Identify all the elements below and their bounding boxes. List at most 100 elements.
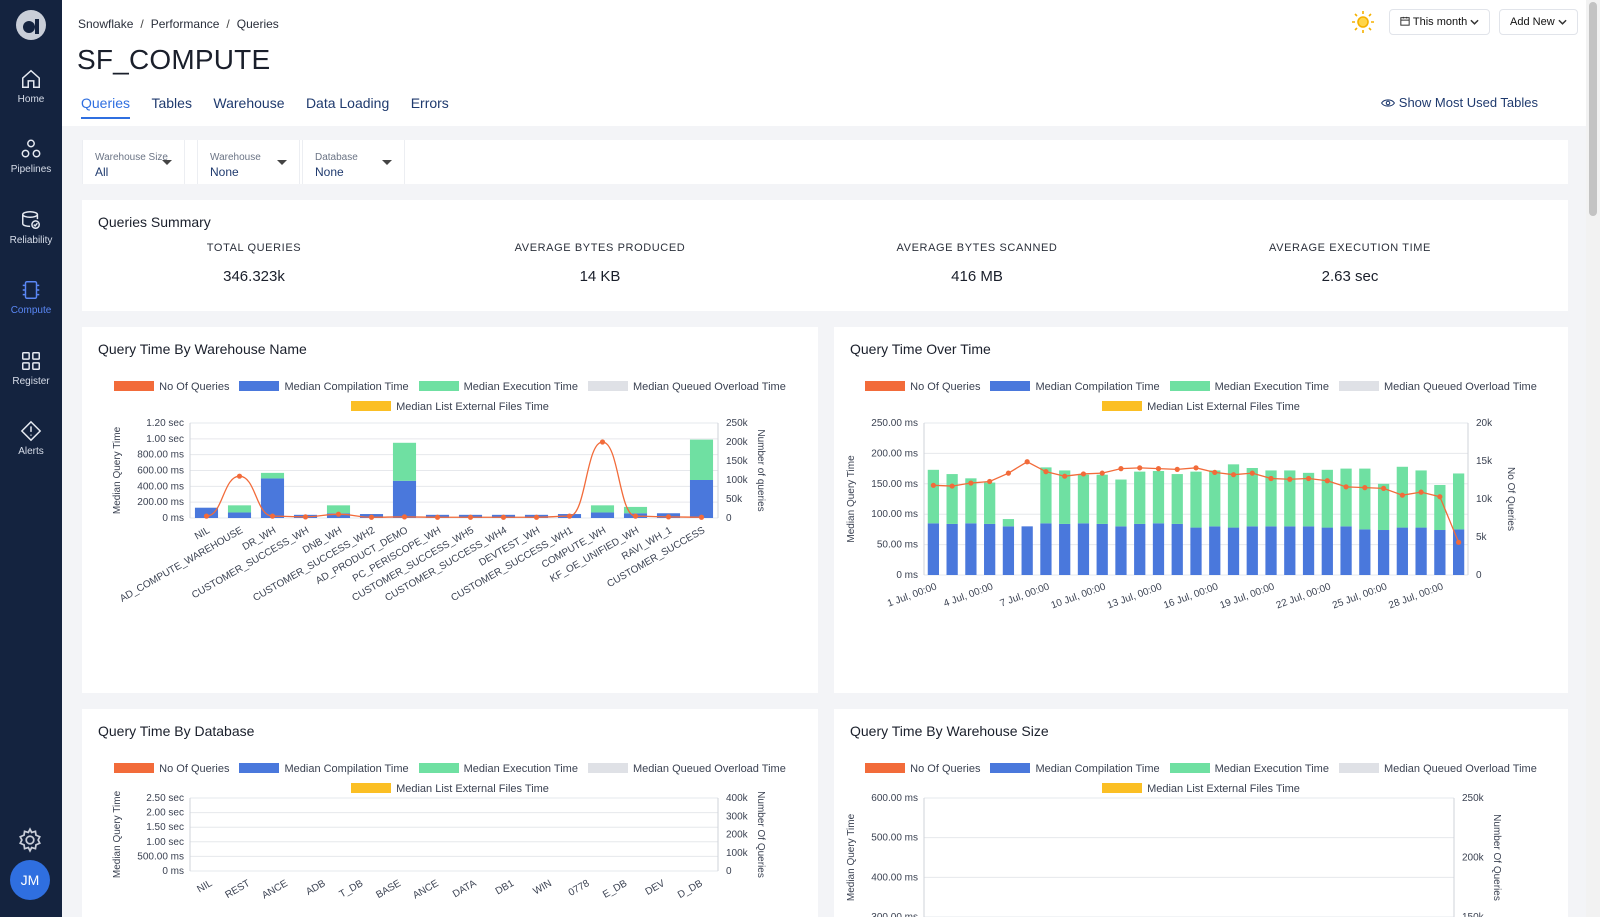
- legend-item[interactable]: Median List External Files Time: [1102, 401, 1300, 413]
- bar-compilation[interactable]: [590, 512, 615, 518]
- queries-point[interactable]: [269, 513, 276, 519]
- date-range-button[interactable]: This month: [1389, 9, 1491, 35]
- bar-compilation[interactable]: [1134, 523, 1146, 575]
- queries-point[interactable]: [1137, 465, 1143, 471]
- bar-execution[interactable]: [1040, 467, 1052, 524]
- bar-compilation[interactable]: [1452, 529, 1465, 575]
- bar-execution[interactable]: [227, 505, 252, 513]
- bar-compilation[interactable]: [1284, 526, 1296, 575]
- queries-point[interactable]: [1324, 478, 1330, 484]
- queries-point[interactable]: [1268, 475, 1274, 482]
- bar-compilation[interactable]: [1265, 526, 1277, 575]
- legend-item[interactable]: Median Execution Time: [1169, 381, 1329, 393]
- sidebar-item-compute[interactable]: Compute: [0, 273, 62, 335]
- tab-tables[interactable]: Tables: [151, 95, 192, 111]
- bar-compilation[interactable]: [1190, 527, 1202, 575]
- queries-point[interactable]: [1230, 472, 1237, 478]
- tab-warehouse[interactable]: Warehouse: [213, 95, 285, 111]
- bar-execution[interactable]: [1452, 473, 1465, 530]
- queries-point[interactable]: [1080, 471, 1087, 477]
- queries-point[interactable]: [467, 514, 474, 520]
- queries-point[interactable]: [533, 514, 540, 520]
- legend-item[interactable]: Median List External Files Time: [351, 783, 549, 795]
- bar-execution[interactable]: [689, 439, 714, 480]
- queries-point[interactable]: [1399, 492, 1405, 498]
- queries-point[interactable]: [1287, 476, 1293, 482]
- queries-point[interactable]: [203, 513, 210, 519]
- bar-execution[interactable]: [965, 478, 977, 524]
- tab-errors[interactable]: Errors: [410, 95, 449, 111]
- queries-point[interactable]: [236, 473, 243, 479]
- legend-item[interactable]: Median Queued Overload Time: [1338, 381, 1537, 393]
- bar-execution[interactable]: [260, 472, 285, 479]
- bar-compilation[interactable]: [1302, 526, 1315, 575]
- bar-compilation[interactable]: [689, 480, 714, 518]
- bar-compilation[interactable]: [1152, 523, 1165, 575]
- queries-point[interactable]: [1193, 465, 1199, 471]
- breadcrumb-item[interactable]: Snowflake: [78, 17, 134, 31]
- bar-execution[interactable]: [1415, 470, 1427, 528]
- bar-compilation[interactable]: [1434, 530, 1446, 575]
- queries-point[interactable]: [698, 514, 705, 520]
- bar-execution[interactable]: [326, 505, 351, 514]
- queries-point[interactable]: [632, 513, 639, 519]
- legend-item[interactable]: Median Compilation Time: [990, 381, 1160, 393]
- bar-execution[interactable]: [1434, 485, 1446, 531]
- bar-execution[interactable]: [1340, 468, 1352, 527]
- legend-item[interactable]: Median Execution Time: [418, 381, 578, 393]
- legend-item[interactable]: No Of Queries: [865, 381, 980, 393]
- legend-item[interactable]: Median Queued Overload Time: [587, 763, 786, 775]
- bar-compilation[interactable]: [1359, 529, 1371, 575]
- queries-point[interactable]: [566, 513, 573, 519]
- queries-point[interactable]: [1343, 484, 1349, 490]
- queries-point[interactable]: [1043, 469, 1049, 475]
- legend-item[interactable]: No Of Queries: [114, 381, 229, 393]
- legend-item[interactable]: Median Queued Overload Time: [1338, 763, 1537, 775]
- queries-point[interactable]: [401, 514, 408, 520]
- queries-point[interactable]: [500, 514, 507, 520]
- bar-execution[interactable]: [1377, 483, 1390, 531]
- bar-compilation[interactable]: [1059, 523, 1071, 575]
- bar-compilation[interactable]: [1415, 527, 1427, 575]
- queries-point[interactable]: [368, 514, 375, 520]
- queries-point[interactable]: [1062, 473, 1068, 479]
- bar-execution[interactable]: [1190, 471, 1202, 528]
- bar-execution[interactable]: [1227, 464, 1240, 528]
- queries-point[interactable]: [968, 480, 974, 486]
- bar-execution[interactable]: [1134, 471, 1146, 524]
- legend-item[interactable]: Median List External Files Time: [351, 401, 549, 413]
- queries-point[interactable]: [930, 482, 936, 488]
- bar-compilation[interactable]: [1209, 526, 1221, 575]
- bar-execution[interactable]: [984, 482, 996, 524]
- queries-point[interactable]: [1437, 494, 1443, 500]
- bar-compilation[interactable]: [1396, 527, 1408, 575]
- queries-point[interactable]: [1380, 485, 1387, 491]
- queries-point[interactable]: [1249, 470, 1255, 476]
- warehouse-size-select[interactable]: Warehouse Size All: [82, 140, 185, 184]
- bar-execution[interactable]: [927, 469, 940, 524]
- bar-compilation[interactable]: [1096, 523, 1108, 575]
- legend-item[interactable]: Median Queued Overload Time: [587, 381, 786, 393]
- queries-point[interactable]: [1174, 466, 1180, 472]
- avatar[interactable]: JM: [10, 860, 50, 900]
- bar-execution[interactable]: [1359, 468, 1371, 530]
- bar-execution[interactable]: [1152, 471, 1165, 524]
- legend-item[interactable]: Median Execution Time: [1169, 763, 1329, 775]
- queries-point[interactable]: [1212, 469, 1218, 475]
- queries-point[interactable]: [599, 439, 606, 445]
- bar-compilation[interactable]: [965, 523, 977, 575]
- legend-item[interactable]: Median Compilation Time: [239, 763, 409, 775]
- sun-icon[interactable]: [1351, 10, 1375, 34]
- tab-queries[interactable]: Queries: [81, 95, 131, 119]
- sidebar-item-home[interactable]: Home: [0, 62, 62, 124]
- queries-point[interactable]: [1456, 539, 1462, 545]
- bar-compilation[interactable]: [260, 478, 285, 518]
- queries-point[interactable]: [302, 514, 309, 520]
- bar-compilation[interactable]: [1171, 523, 1183, 575]
- bar-execution[interactable]: [946, 474, 958, 524]
- bar-compilation[interactable]: [1002, 526, 1015, 575]
- breadcrumb-item[interactable]: Performance: [150, 17, 220, 31]
- queries-point[interactable]: [1118, 466, 1124, 472]
- tab-data-loading[interactable]: Data Loading: [305, 95, 390, 111]
- bar-execution[interactable]: [392, 442, 417, 481]
